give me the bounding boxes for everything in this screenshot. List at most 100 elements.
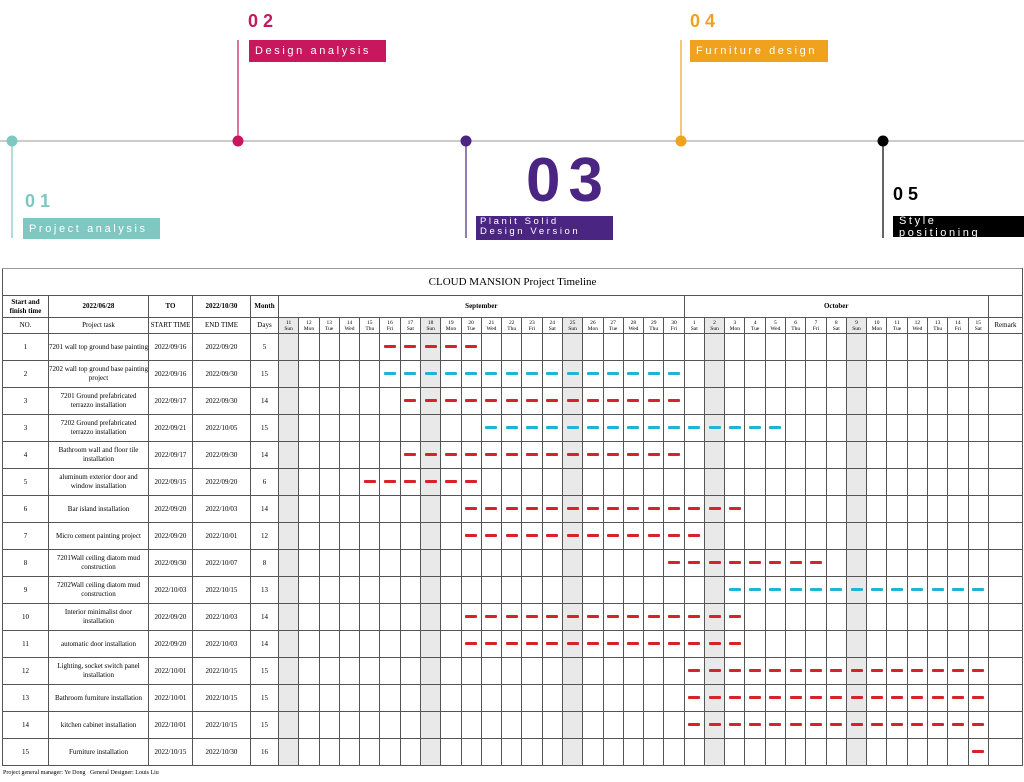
day-cell [785, 684, 807, 712]
day-cell [622, 603, 645, 631]
day-cell [866, 360, 888, 388]
day-cell [683, 630, 705, 658]
task-row: 14 kitchen cabinet installation 2022/10/01… [2, 711, 1024, 739]
gantt-dash [607, 453, 620, 456]
day-header: 30 Fri [663, 317, 685, 334]
header-cell: 2022/10/30 [192, 295, 251, 318]
day-number: 15 [975, 319, 981, 326]
day-cell [521, 522, 543, 550]
gantt-dash [566, 399, 579, 402]
day-number: 10 [874, 319, 880, 326]
gantt-dash [526, 399, 539, 402]
gantt-dash [546, 372, 559, 375]
day-cell [277, 603, 300, 631]
gantt-dash [749, 561, 762, 564]
day-cell [683, 468, 705, 496]
day-cell [602, 333, 624, 361]
task-task: Furniture installation [48, 738, 149, 766]
day-cell [399, 495, 421, 523]
day-cell [886, 630, 908, 658]
day-cell [318, 576, 340, 604]
day-cell [399, 441, 421, 469]
day-cell [480, 468, 503, 496]
day-number: 24 [549, 319, 556, 326]
gantt-dash [647, 642, 660, 645]
task-row: 1 7201 wall top ground base painting 2022/… [2, 333, 1024, 361]
day-cell [298, 603, 320, 631]
gantt-dash [627, 426, 640, 429]
gantt-dash [911, 696, 924, 699]
day-header: 11 Sun [277, 317, 300, 334]
day-cell [399, 657, 421, 685]
day-cell [561, 738, 584, 766]
day-cell [785, 738, 807, 766]
day-cell [764, 684, 787, 712]
day-cell [277, 738, 300, 766]
day-cell [277, 684, 300, 712]
task-start: 2022/09/20 [148, 495, 193, 523]
day-cell [764, 576, 787, 604]
gantt-dash [586, 642, 599, 645]
day-cell [744, 468, 766, 496]
day-cell [845, 333, 868, 361]
gantt-dash [830, 723, 843, 726]
day-cell [886, 441, 908, 469]
task-days: 16 [250, 738, 279, 766]
day-cell [724, 360, 746, 388]
day-cell [805, 468, 827, 496]
day-cell [683, 684, 705, 712]
day-cell [805, 414, 827, 442]
day-cell [541, 522, 563, 550]
weekday: Fri [954, 325, 962, 332]
weekday: Sat [690, 325, 698, 332]
day-cell [277, 333, 300, 361]
gantt-dash [384, 372, 397, 375]
gantt-dash [891, 696, 904, 699]
day-cell [926, 360, 949, 388]
task-no: 10 [2, 603, 49, 631]
day-cell [602, 711, 624, 739]
task-days: 12 [250, 522, 279, 550]
day-cell [318, 630, 340, 658]
task-end: 2022/09/20 [192, 468, 251, 496]
day-cell [318, 603, 340, 631]
gantt-dash [566, 615, 579, 618]
day-cell [683, 360, 705, 388]
day-cell [724, 684, 746, 712]
day-cell [602, 468, 624, 496]
gantt-dash [424, 480, 437, 483]
day-cell [866, 522, 888, 550]
day-cell [501, 360, 523, 388]
day-cell [947, 549, 969, 577]
gantt-dash [607, 372, 620, 375]
task-days: 15 [250, 657, 279, 685]
day-cell [703, 576, 726, 604]
day-number: 13 [934, 319, 941, 326]
gantt-dash [728, 561, 741, 564]
day-header: 12 Wed [906, 317, 929, 334]
day-cell [480, 603, 503, 631]
day-cell [967, 468, 989, 496]
day-cell [967, 630, 989, 658]
day-cell [683, 441, 705, 469]
day-cell [521, 387, 543, 415]
day-cell [926, 711, 949, 739]
day-cell [480, 387, 503, 415]
day-cell [460, 684, 482, 712]
task-days: 15 [250, 684, 279, 712]
day-cell [541, 387, 563, 415]
day-cell [460, 414, 482, 442]
weekday: Thu [649, 325, 659, 332]
day-cell [926, 630, 949, 658]
day-cell [906, 549, 929, 577]
day-cell [318, 333, 340, 361]
gantt-dash [485, 615, 498, 618]
day-cell [805, 630, 827, 658]
day-cell [622, 711, 645, 739]
day-number: 12 [306, 319, 312, 326]
task-task: Bathroom wall and floor tile installatio… [48, 441, 149, 469]
day-cell [501, 522, 523, 550]
day-cell [724, 468, 746, 496]
day-cell [906, 441, 929, 469]
day-cell [845, 414, 868, 442]
